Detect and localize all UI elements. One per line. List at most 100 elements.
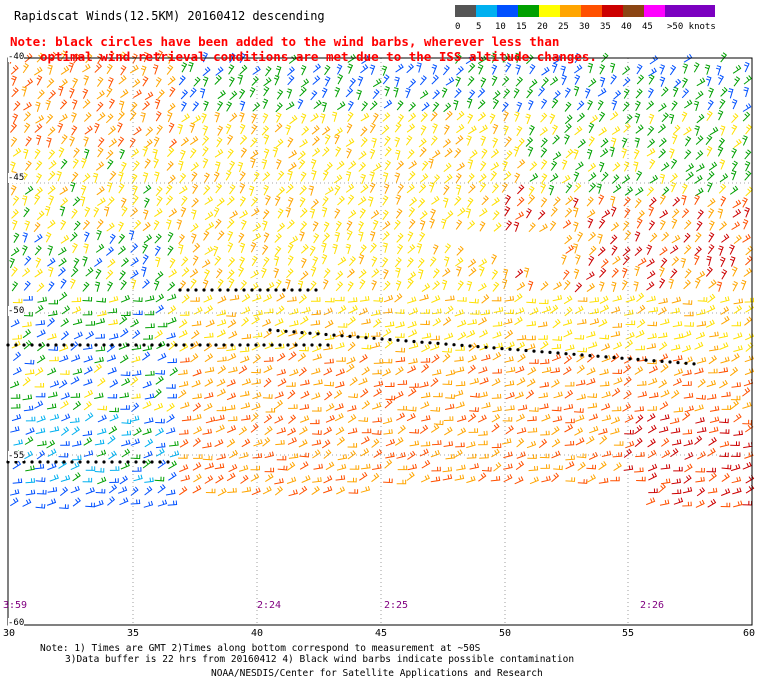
wind-barb [217, 356, 227, 362]
wind-barb [10, 426, 20, 433]
wind-barb [708, 437, 717, 446]
wind-barb [229, 294, 240, 301]
wind-barb [154, 476, 165, 482]
contamination-marker [652, 359, 656, 363]
wind-barb [529, 125, 535, 136]
wind-barb [502, 268, 509, 279]
wind-barb [717, 146, 724, 157]
wind-barb [551, 62, 558, 73]
wind-barb [202, 125, 209, 136]
wind-barb [540, 197, 548, 208]
wind-barb [109, 379, 119, 388]
wind-barb [721, 405, 732, 410]
wind-barb [673, 407, 684, 413]
wind-barb [467, 159, 474, 170]
wind-barb [456, 110, 465, 121]
wind-barb [565, 183, 573, 194]
wind-barb [47, 448, 57, 457]
wind-barb [107, 366, 117, 375]
lon-label-45: 45 [375, 628, 388, 639]
wind-barb [444, 124, 450, 135]
wind-barb [432, 308, 442, 315]
wind-barb [120, 405, 130, 410]
wind-barb [649, 392, 659, 399]
wind-barb [250, 269, 259, 279]
wind-barb [491, 183, 500, 194]
wind-barb [526, 440, 537, 449]
wind-barb [454, 195, 462, 206]
wind-barb [492, 321, 503, 327]
wind-barb [418, 138, 427, 148]
wind-barb [12, 113, 19, 124]
wind-barb [467, 354, 477, 363]
wind-barb [696, 309, 706, 316]
wind-barb [34, 382, 45, 388]
wind-barb [648, 377, 658, 386]
wind-barb [541, 305, 552, 314]
wind-barb [706, 110, 713, 121]
wind-barb [288, 149, 297, 159]
wind-barb [108, 295, 119, 303]
wind-barb [624, 309, 634, 316]
wind-barb [572, 197, 579, 208]
wind-barb [142, 254, 149, 265]
wind-barb [587, 393, 597, 399]
wind-barb [24, 220, 31, 231]
wind-barb [383, 280, 391, 291]
wind-barb [82, 256, 88, 267]
wind-barb [336, 357, 346, 362]
wind-barb [743, 267, 753, 277]
wind-barb [215, 424, 225, 433]
wind-barb [718, 183, 727, 194]
wind-barb [670, 344, 681, 351]
wind-barb [277, 222, 286, 232]
wind-barb [491, 393, 502, 399]
wind-barb [312, 353, 322, 361]
wind-barb [313, 379, 323, 386]
wind-barb [204, 475, 214, 484]
wind-barb [394, 437, 404, 446]
wind-barb [625, 295, 636, 303]
wind-barb [265, 66, 272, 77]
wind-barb [59, 186, 69, 195]
wind-barb [287, 75, 295, 86]
wind-barb [634, 406, 645, 412]
wind-barb [636, 292, 645, 302]
wind-barb [443, 102, 452, 113]
wind-barb [58, 257, 67, 267]
wind-barb [324, 64, 331, 76]
wind-barb [300, 390, 310, 399]
wind-barb [417, 258, 425, 269]
wind-barb [94, 63, 103, 73]
wind-barb [324, 391, 333, 401]
wind-barb [58, 452, 69, 458]
wind-barb [733, 234, 742, 244]
wind-barb [118, 221, 124, 232]
wind-barb [60, 318, 70, 327]
wind-barb [144, 197, 150, 208]
wind-barb [671, 389, 680, 399]
wind-barb [335, 329, 345, 338]
contamination-marker [302, 343, 306, 347]
contamination-marker [46, 343, 50, 347]
wind-barb [79, 196, 86, 207]
wind-barb [421, 101, 430, 112]
wind-barb [573, 268, 580, 279]
contamination-marker [508, 347, 512, 351]
contamination-marker [38, 460, 42, 464]
wind-barb [419, 90, 429, 99]
wind-barb [682, 63, 689, 74]
wind-barb [299, 315, 309, 325]
wind-barb [598, 194, 605, 205]
wind-barb [360, 485, 371, 493]
wind-barb [718, 245, 724, 256]
wind-barb [93, 363, 103, 373]
wind-barb [407, 112, 417, 122]
wind-barb [598, 461, 607, 471]
wind-barb [11, 209, 19, 219]
contamination-marker [306, 288, 310, 292]
wind-barb [201, 113, 207, 124]
wind-barb [262, 437, 271, 447]
wind-barb [120, 257, 130, 267]
wind-barb [145, 126, 154, 137]
